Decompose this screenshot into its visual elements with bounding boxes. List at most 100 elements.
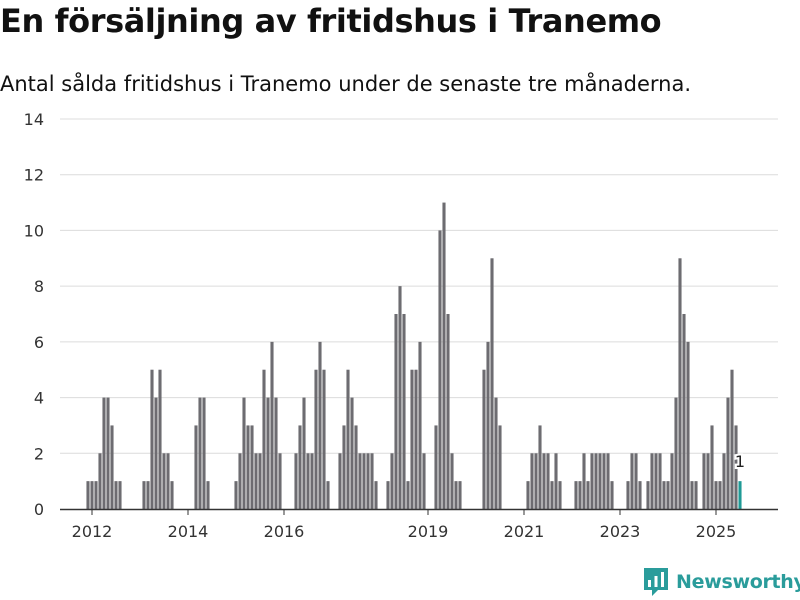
bar <box>418 341 422 509</box>
bar <box>114 481 118 509</box>
bar <box>646 481 650 509</box>
bar <box>446 314 450 509</box>
bar <box>498 425 502 509</box>
y-tick-label: 12 <box>24 166 44 185</box>
bar <box>246 425 250 509</box>
bar <box>526 481 530 509</box>
bar <box>662 481 666 509</box>
bar <box>242 397 246 509</box>
bar <box>170 481 174 509</box>
bar <box>350 397 354 509</box>
bar <box>626 481 630 509</box>
highlight-value-label: 1 <box>735 452 745 471</box>
bar <box>386 481 390 509</box>
bar <box>606 453 610 509</box>
bar <box>234 481 238 509</box>
bar <box>366 453 370 509</box>
bar <box>610 481 614 509</box>
y-tick-label: 10 <box>24 221 44 240</box>
bar <box>90 481 94 509</box>
bar <box>554 453 558 509</box>
bar <box>406 481 410 509</box>
bar <box>194 425 198 509</box>
bar <box>598 453 602 509</box>
x-tick-label: 2016 <box>264 522 305 541</box>
bar <box>338 453 342 509</box>
bar <box>686 341 690 509</box>
chart-title: En försäljning av fritidshus i Tranemo <box>0 2 662 40</box>
y-tick-label: 8 <box>34 277 44 296</box>
bar <box>630 453 634 509</box>
bar <box>638 481 642 509</box>
annotations: 1 <box>733 450 747 473</box>
bar <box>206 481 210 509</box>
highlight-bar <box>738 481 742 509</box>
bar <box>454 481 458 509</box>
bar <box>318 341 322 509</box>
bar <box>674 397 678 509</box>
grid-lines <box>60 118 778 454</box>
bar <box>346 369 350 509</box>
bar <box>142 481 146 509</box>
bar <box>682 314 686 509</box>
bar <box>494 397 498 509</box>
bar <box>238 453 242 509</box>
x-tick-label: 2023 <box>600 522 641 541</box>
bar <box>714 481 718 509</box>
y-tick-label: 6 <box>34 333 44 352</box>
bar <box>414 369 418 509</box>
bar <box>678 258 682 509</box>
y-tick-label: 4 <box>34 389 44 408</box>
bar <box>650 453 654 509</box>
bar <box>342 425 346 509</box>
bar <box>694 481 698 509</box>
bar <box>706 453 710 509</box>
bar <box>390 453 394 509</box>
bar <box>294 453 298 509</box>
bar <box>98 453 102 509</box>
bar <box>578 481 582 509</box>
bar <box>150 369 154 509</box>
bar <box>590 453 594 509</box>
bar <box>298 425 302 509</box>
bar <box>118 481 122 509</box>
y-tick-label: 0 <box>34 500 44 519</box>
bar <box>450 453 454 509</box>
brand-name: Newsworthy <box>676 571 800 593</box>
bar <box>670 453 674 509</box>
bar <box>102 397 106 509</box>
bar <box>258 453 262 509</box>
bar <box>322 369 326 509</box>
bar <box>726 397 730 509</box>
x-tick-label: 2014 <box>168 522 209 541</box>
x-tick-label: 2012 <box>72 522 113 541</box>
x-tick-label: 2021 <box>504 522 545 541</box>
bar <box>734 425 738 509</box>
bar <box>394 314 398 509</box>
bar <box>482 369 486 509</box>
bar <box>534 453 538 509</box>
bar <box>358 453 362 509</box>
bar <box>550 481 554 509</box>
bar <box>542 453 546 509</box>
bar <box>666 481 670 509</box>
bars <box>86 202 742 509</box>
newsworthy-logo-icon <box>644 568 668 596</box>
y-tick-label: 14 <box>24 110 44 129</box>
bar <box>658 453 662 509</box>
bar <box>458 481 462 509</box>
bar <box>314 369 318 509</box>
bar <box>362 453 366 509</box>
bar <box>146 481 150 509</box>
y-tick-label: 2 <box>34 444 44 463</box>
bar <box>354 425 358 509</box>
bar <box>634 453 638 509</box>
bar <box>94 481 98 509</box>
bar <box>594 453 598 509</box>
bar <box>302 397 306 509</box>
bar <box>374 481 378 509</box>
chart-subtitle: Antal sålda fritidshus i Tranemo under d… <box>0 72 691 96</box>
bar <box>198 397 202 509</box>
bar <box>266 397 270 509</box>
